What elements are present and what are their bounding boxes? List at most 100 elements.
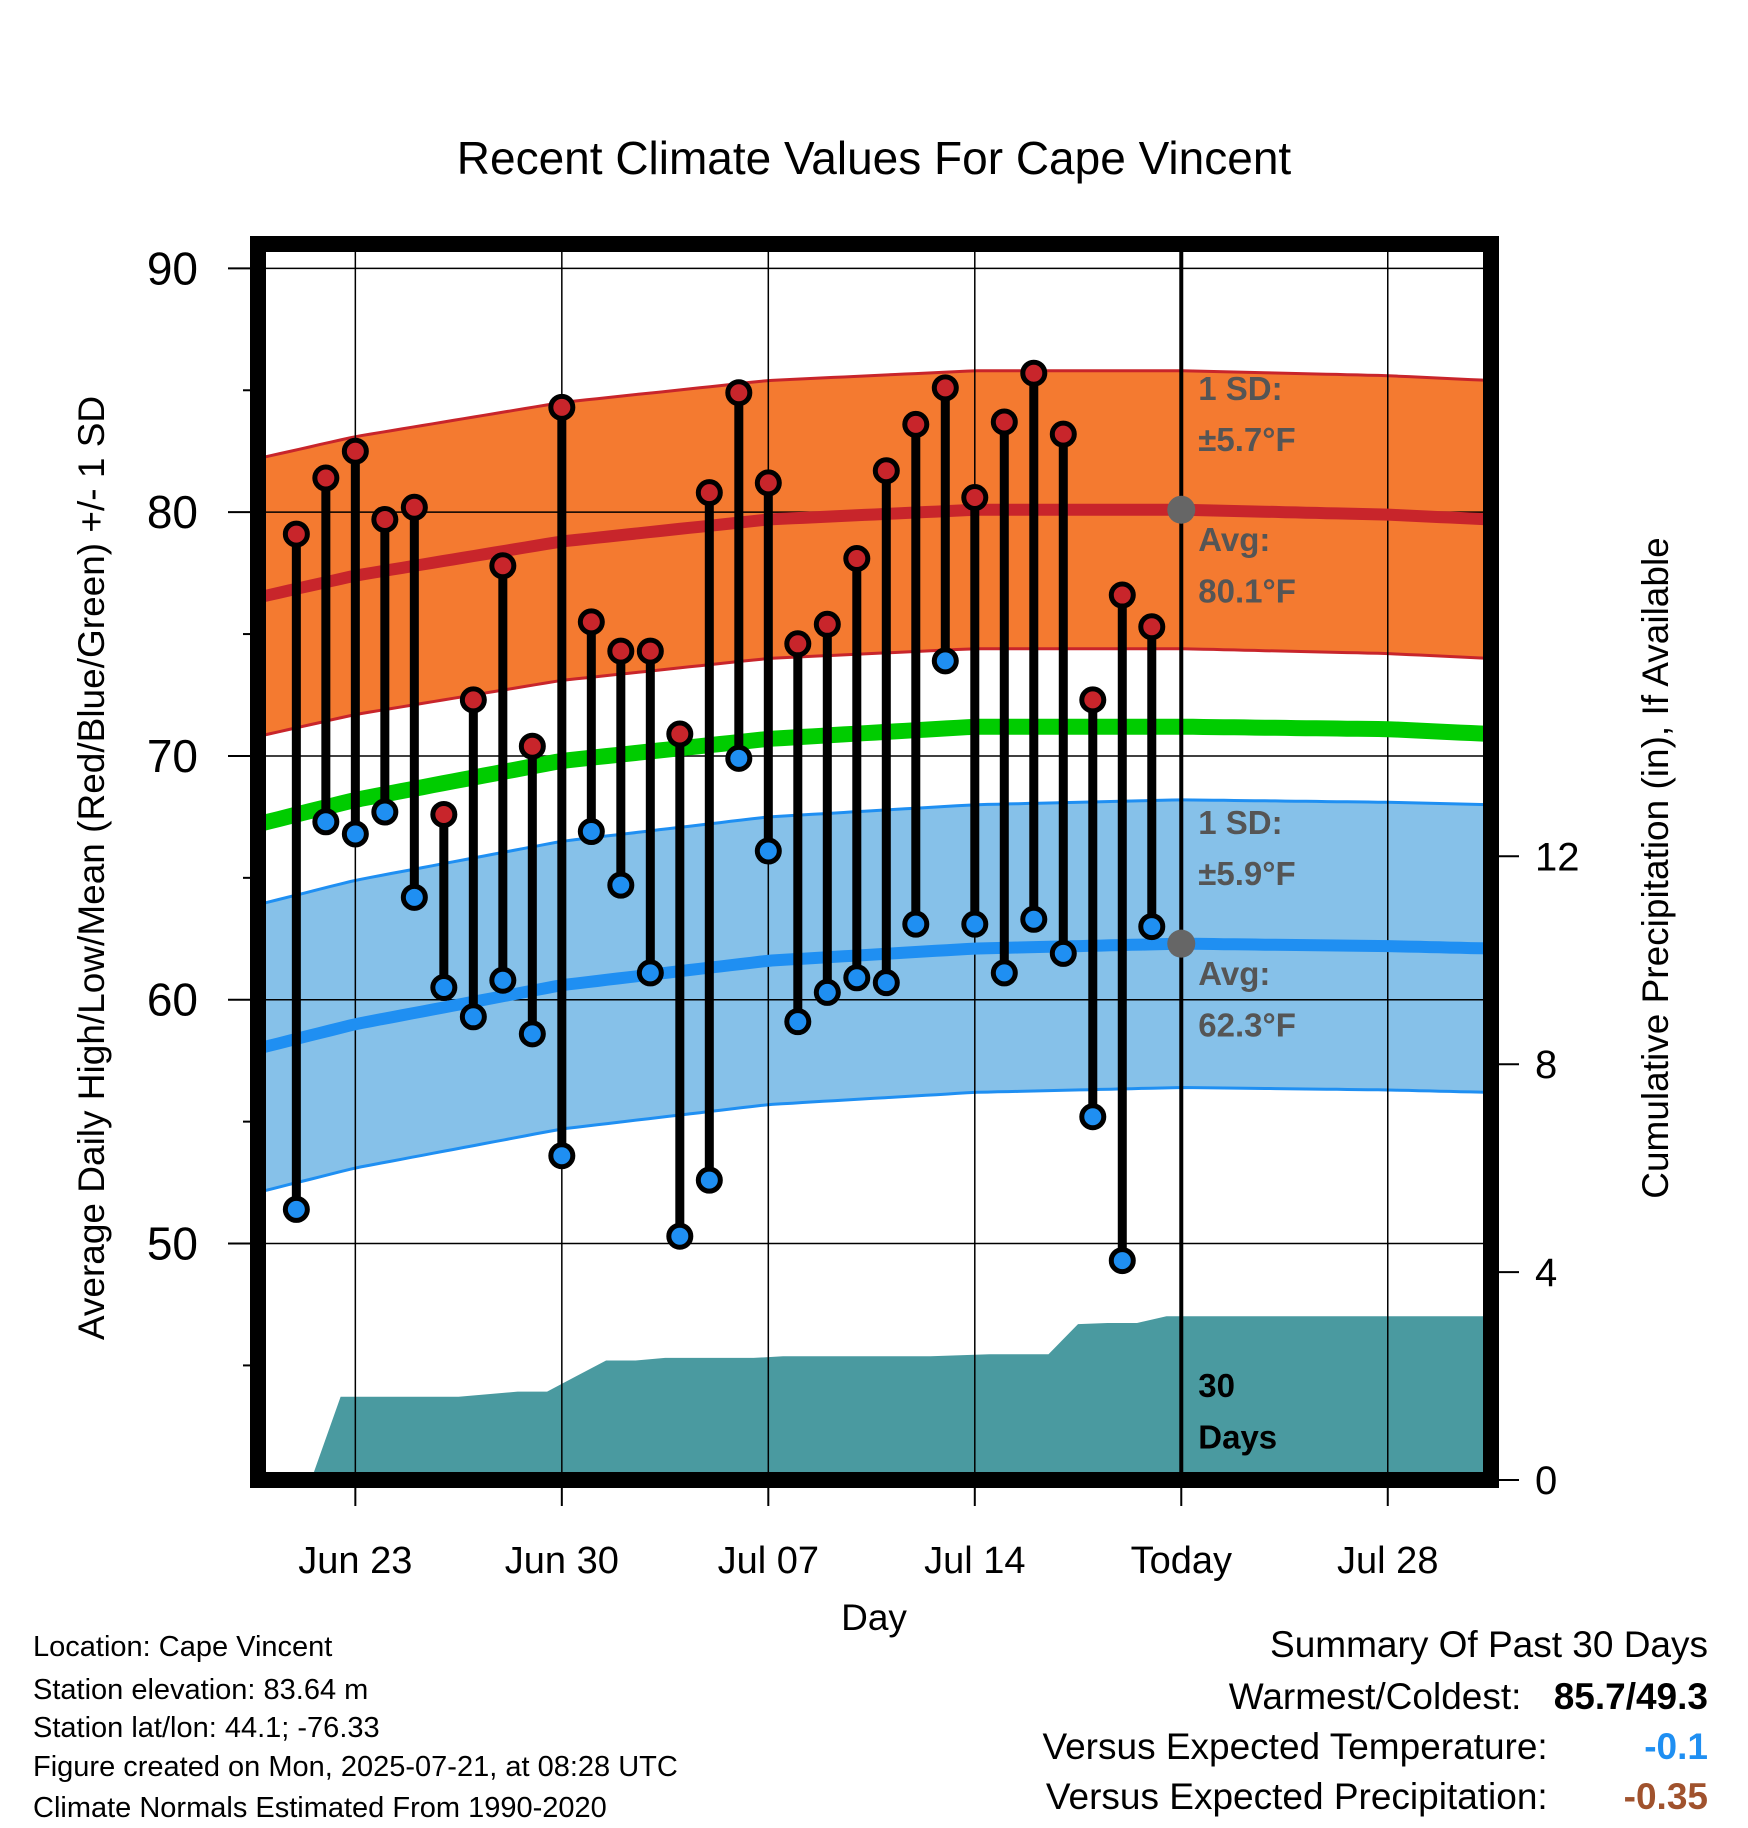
summary-temp-value: -0.1	[1644, 1726, 1708, 1767]
daily-low-point	[1049, 939, 1077, 967]
low-sd-upper-edge	[257, 798, 1492, 907]
y-tick-label: 70	[147, 730, 198, 782]
daily-low-point	[1108, 1247, 1136, 1275]
y-tick-label: 60	[147, 974, 198, 1026]
high-sd-band	[258, 370, 1491, 737]
daily-high-point	[1138, 613, 1166, 641]
high-avg-label: Avg:	[1198, 521, 1270, 558]
daily-low-point	[961, 910, 989, 938]
summary-precip-value: -0.35	[1623, 1776, 1708, 1817]
daily-high-point	[666, 720, 694, 748]
daily-high-point	[518, 732, 546, 760]
daily-high-point	[725, 379, 753, 407]
daily-low-point	[931, 647, 959, 675]
normal-mean-line	[256, 718, 1492, 832]
daily-high-point	[282, 520, 310, 548]
summary-heading: Summary Of Past 30 Days	[1270, 1624, 1708, 1665]
precip-area	[311, 1316, 1491, 1480]
daily-high-point	[489, 552, 517, 580]
daily-high-point	[754, 469, 782, 497]
daily-low-point	[725, 744, 753, 772]
y2-tick-label: 0	[1535, 1459, 1557, 1503]
daily-high-point	[695, 479, 723, 507]
daily-high-point	[371, 505, 399, 533]
daily-high-point	[400, 493, 428, 521]
daily-high-point	[784, 630, 812, 658]
x-tick-label: Jun 23	[298, 1540, 412, 1582]
daily-low-point	[784, 1008, 812, 1036]
daily-high-point	[902, 410, 930, 438]
x-axis-label: Day	[841, 1597, 907, 1638]
info-normals: Climate Normals Estimated From 1990-2020	[33, 1792, 607, 1824]
y-tick-label: 50	[147, 1218, 198, 1270]
daily-low-point	[607, 871, 635, 899]
x-tick-label: Jul 07	[718, 1540, 819, 1582]
daily-high-point	[1108, 581, 1136, 609]
summary-precip: Versus Expected Precipitation: -0.35	[1046, 1776, 1708, 1818]
info-location: Location: Cape Vincent	[33, 1631, 333, 1663]
daily-high-point	[312, 464, 340, 492]
high-avg-value: 80.1°F	[1198, 572, 1296, 609]
daily-high-point	[548, 393, 576, 421]
daily-high-point	[1020, 359, 1048, 387]
high-sd-upper-edge	[257, 369, 1492, 460]
high-sd-label: 1 SD:	[1198, 370, 1282, 407]
daily-low-point	[282, 1195, 310, 1223]
daily-low-point	[872, 969, 900, 997]
summary-precip-label: Versus Expected Precipitation:	[1045, 1776, 1548, 1817]
today-normal-low-marker	[1167, 929, 1196, 958]
daily-high-point	[813, 610, 841, 638]
summary-temp: Versus Expected Temperature: -0.1	[1042, 1726, 1708, 1768]
daily-low-point	[1020, 905, 1048, 933]
x-tick-label: Jul 14	[924, 1540, 1025, 1582]
daily-high-point	[872, 457, 900, 485]
daily-low-point	[430, 974, 458, 1002]
x-tick-label: Today	[1131, 1540, 1232, 1582]
summary-warm-cold-value: 85.7/49.3	[1553, 1676, 1708, 1717]
daily-low-point	[990, 959, 1018, 987]
low-sd-lower-edge	[257, 1085, 1492, 1194]
daily-high-point	[990, 408, 1018, 436]
daily-high-point	[961, 484, 989, 512]
daily-low-point	[577, 818, 605, 846]
today-normal-high-marker	[1167, 495, 1196, 524]
daily-low-point	[1138, 913, 1166, 941]
days-label-number: 30	[1198, 1367, 1235, 1404]
info-created: Figure created on Mon, 2025-07-21, at 08…	[33, 1751, 678, 1783]
daily-low-point	[754, 837, 782, 865]
chart-title: Recent Climate Values For Cape Vincent	[457, 132, 1292, 184]
summary-warm-cold-label: Warmest/Coldest:	[1228, 1676, 1522, 1717]
normal-high-line	[256, 503, 1492, 604]
daily-low-point	[548, 1142, 576, 1170]
low-sd-value: ±5.9°F	[1198, 855, 1295, 892]
daily-high-point	[577, 608, 605, 636]
daily-high-point	[430, 800, 458, 828]
info-latlon: Station lat/lon: 44.1; -76.33	[33, 1712, 380, 1744]
y-tick-label: 80	[147, 486, 198, 538]
daily-low-point	[636, 959, 664, 987]
daily-low-point	[518, 1020, 546, 1048]
high-sd-value: ±5.7°F	[1198, 421, 1295, 458]
daily-high-point	[341, 437, 369, 465]
daily-low-point	[312, 808, 340, 836]
daily-low-point	[459, 1003, 487, 1031]
daily-low-point	[1079, 1103, 1107, 1131]
y2-tick-label: 4	[1535, 1251, 1557, 1295]
daily-low-point	[489, 966, 517, 994]
daily-low-point	[695, 1166, 723, 1194]
plot-frame	[250, 236, 1499, 1488]
normal-low-line	[256, 937, 1492, 1055]
low-sd-label: 1 SD:	[1198, 804, 1282, 841]
days-label-text: Days	[1198, 1418, 1277, 1455]
daily-low-point	[843, 964, 871, 992]
daily-low-point	[666, 1222, 694, 1250]
daily-high-point	[459, 686, 487, 714]
summary-temp-label: Versus Expected Temperature:	[1042, 1726, 1548, 1767]
daily-high-point	[843, 544, 871, 572]
x-tick-label: Jun 30	[505, 1540, 619, 1582]
daily-high-point	[636, 637, 664, 665]
low-avg-label: Avg:	[1198, 955, 1270, 992]
y2-tick-label: 12	[1535, 835, 1580, 879]
daily-high-point	[607, 637, 635, 665]
